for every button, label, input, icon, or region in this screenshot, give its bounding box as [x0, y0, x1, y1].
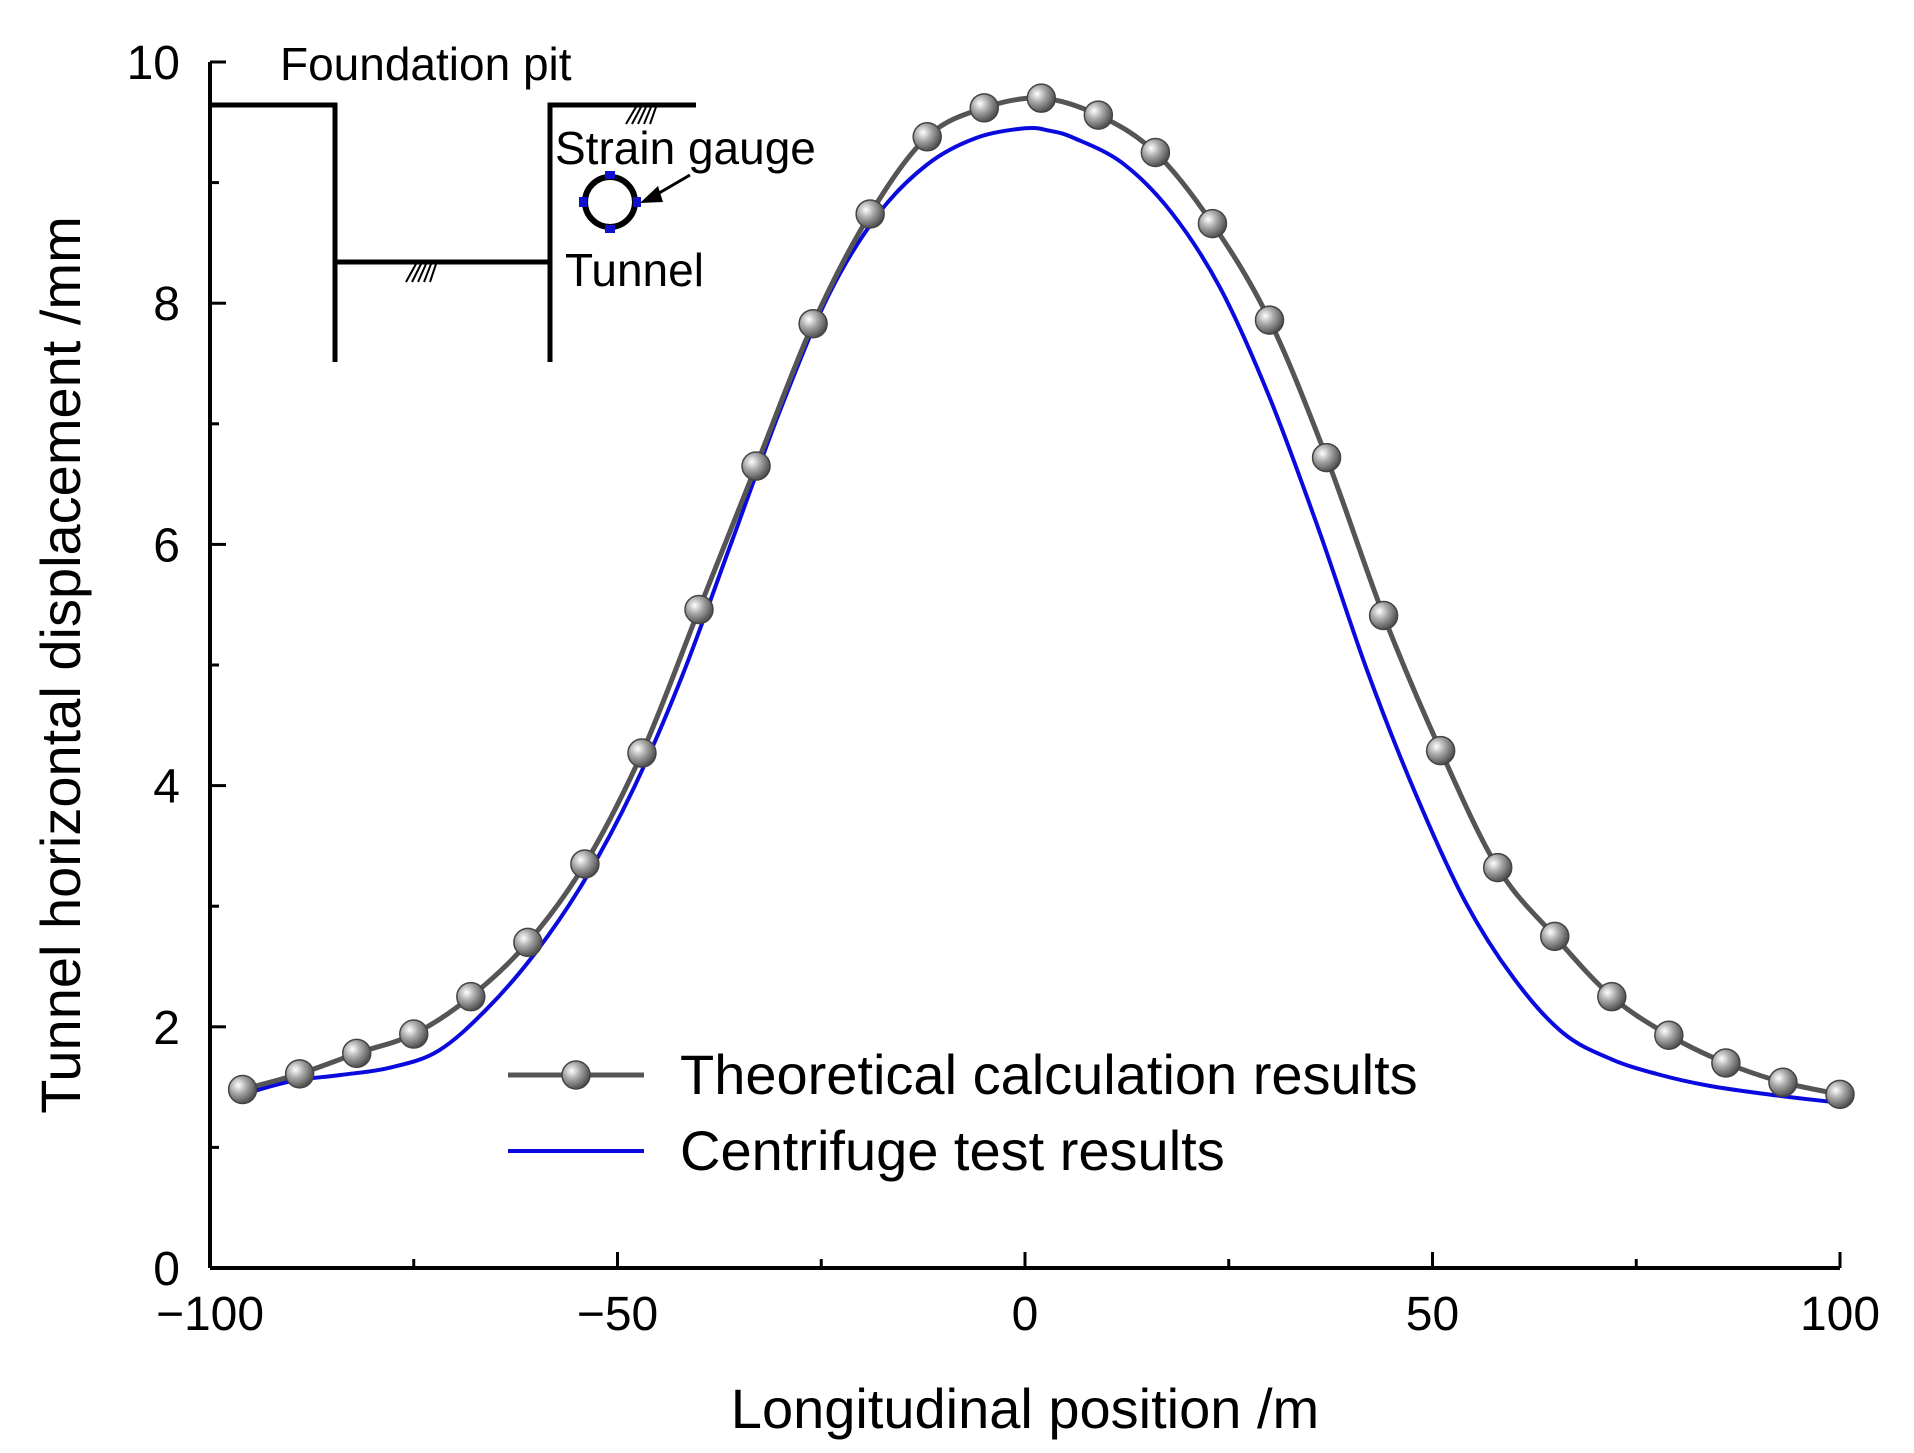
legend-label-centrifuge: Centrifuge test results	[680, 1119, 1225, 1182]
y-tick-label: 6	[153, 519, 180, 572]
y-ticks: 0 2 4 6 8 10	[127, 37, 226, 1296]
legend: Theoretical calculation results Centrifu…	[508, 1043, 1418, 1182]
x-tick-label: 100	[1800, 1288, 1880, 1341]
foundation-pit-label: Foundation pit	[280, 38, 572, 90]
data-point-theoretical	[1254, 305, 1285, 335]
x-ticks: −100 −50 0 50 100	[156, 1252, 1880, 1341]
series-line-theoretical	[241, 95, 1841, 1097]
data-point-theoretical	[969, 93, 999, 123]
tunnel-circle	[582, 174, 638, 230]
data-point-theoretical	[855, 199, 885, 229]
data-point-theoretical	[1026, 83, 1057, 113]
data-point-theoretical	[399, 1019, 429, 1049]
data-point-theoretical	[1083, 100, 1114, 130]
data-point-theoretical	[1825, 1079, 1855, 1110]
data-point-theoretical	[284, 1059, 315, 1089]
data-point-theoretical	[627, 738, 657, 768]
strain-gauge-label: Strain gauge	[555, 122, 816, 174]
data-point-theoretical	[1482, 852, 1513, 883]
y-tick-label: 4	[153, 761, 180, 814]
pit-right-wall	[547, 102, 696, 362]
x-tick-label: 0	[1012, 1288, 1039, 1341]
data-point-theoretical	[1711, 1048, 1741, 1078]
y-tick-label: 2	[153, 1002, 180, 1055]
y-tick-label: 8	[153, 278, 180, 331]
data-point-theoretical	[912, 122, 942, 152]
data-point-theoretical	[227, 1074, 258, 1105]
y-axis-label: Tunnel horizontal displacement /mm	[29, 216, 92, 1113]
strain-gauge-marks	[579, 171, 641, 233]
data-point-theoretical	[341, 1038, 372, 1069]
data-point-theoretical	[1368, 600, 1399, 631]
x-tick-label: 50	[1406, 1288, 1459, 1341]
data-point-theoretical	[513, 927, 543, 958]
inset-schematic: Foundation pit Strain gauge Tunnel	[210, 38, 816, 362]
data-point-theoretical	[1654, 1020, 1684, 1050]
data-point-theoretical	[456, 981, 486, 1012]
arrowhead-icon	[640, 186, 663, 203]
soil-hatch-icon	[625, 106, 657, 125]
data-point-theoretical	[741, 451, 771, 481]
y-tick-label: 0	[153, 1243, 180, 1296]
y-tick-label: 10	[127, 37, 180, 90]
series-layer	[227, 83, 1855, 1110]
data-point-theoretical	[1140, 137, 1171, 168]
pit-outline	[210, 102, 338, 362]
soil-hatch-icon	[405, 263, 437, 283]
tunnel-label: Tunnel	[565, 244, 704, 296]
legend-marker-theoretical	[561, 1060, 591, 1090]
x-axis-label: Longitudinal position /m	[731, 1377, 1319, 1440]
data-point-theoretical	[684, 594, 714, 625]
data-point-theoretical	[1597, 981, 1627, 1012]
series-line-centrifuge	[242, 125, 1841, 1105]
data-point-theoretical	[1197, 208, 1228, 239]
data-point-theoretical	[1540, 921, 1570, 952]
x-tick-label: −100	[156, 1288, 264, 1341]
data-point-theoretical	[798, 308, 828, 339]
x-tick-label: −50	[577, 1288, 658, 1341]
data-point-theoretical	[1311, 442, 1342, 473]
data-point-theoretical	[1768, 1067, 1798, 1098]
data-point-theoretical	[1425, 735, 1456, 766]
data-point-theoretical	[570, 849, 600, 879]
legend-label-theoretical: Theoretical calculation results	[680, 1043, 1418, 1106]
